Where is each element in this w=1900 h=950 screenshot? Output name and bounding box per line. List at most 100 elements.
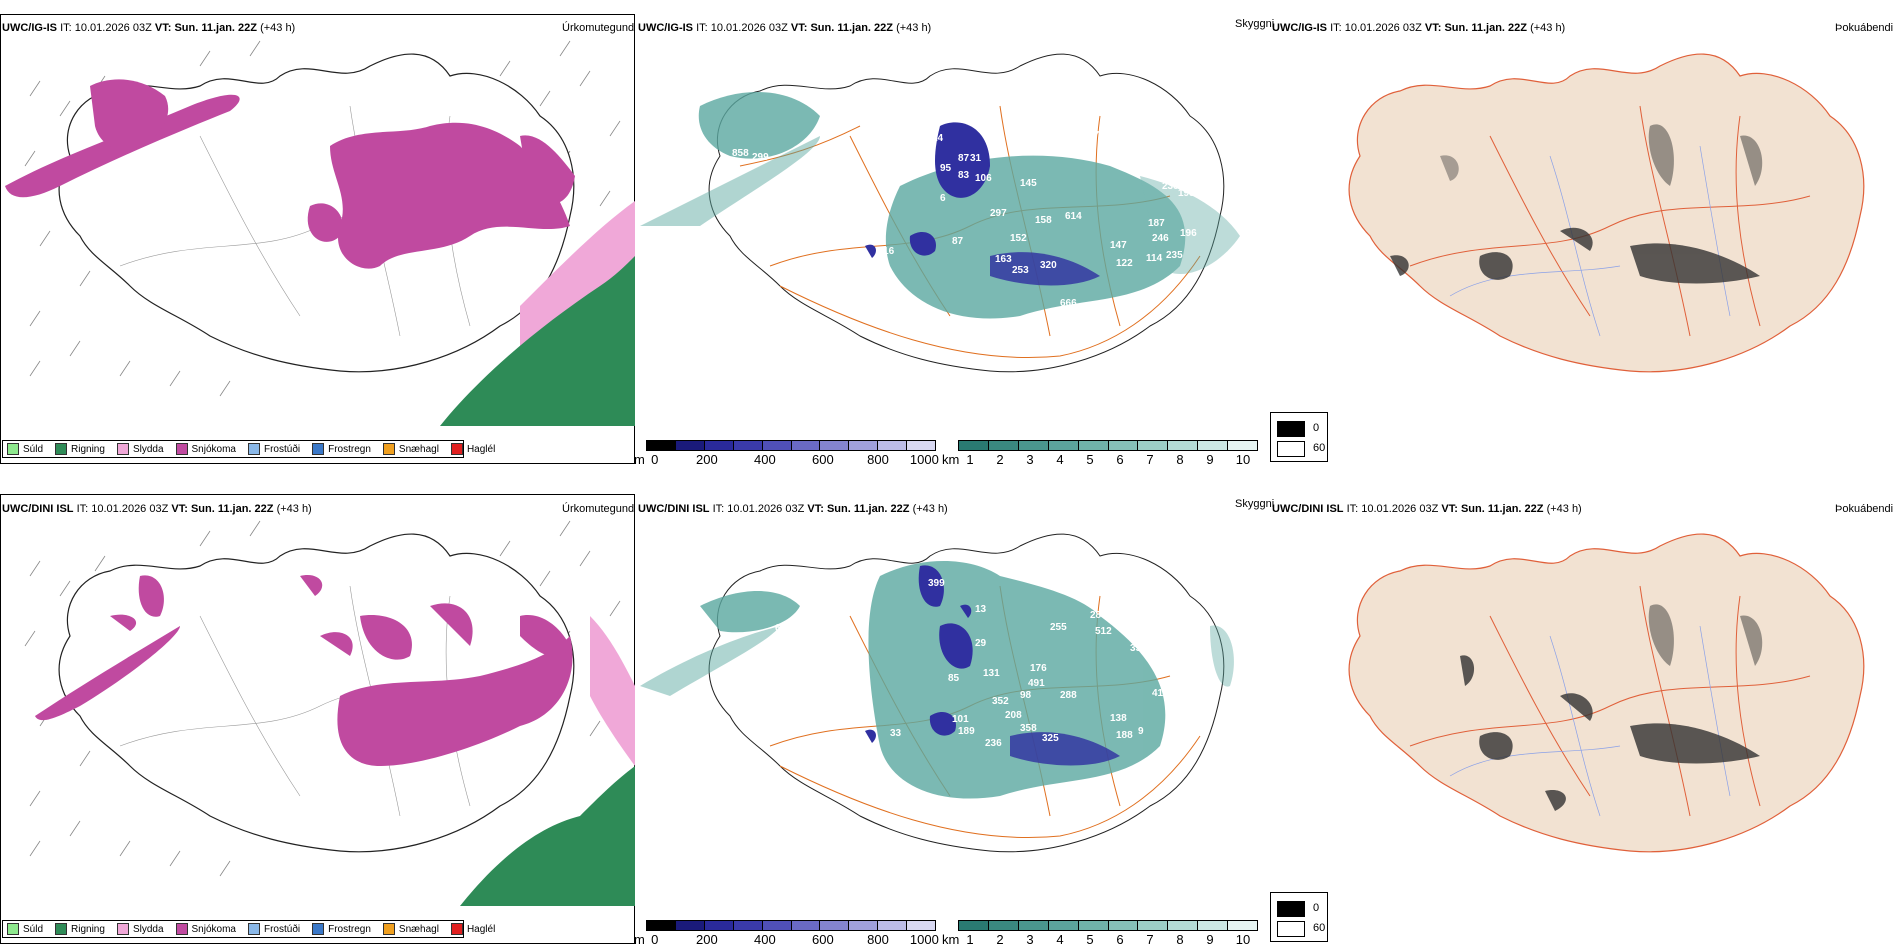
cloud-label: 14	[932, 133, 944, 144]
svg-text:352: 352	[992, 696, 1009, 707]
fog-legend: 0 60	[1270, 412, 1328, 462]
ptype-header: UWC/DINI ISL IT: 10.01.2026 03Z VT: Sun.…	[2, 503, 312, 515]
svg-text:101: 101	[952, 714, 969, 725]
svg-text:512: 512	[1095, 626, 1112, 637]
legend-item-snaehagl: Snæhagl	[382, 443, 439, 455]
cloud-label: 122	[1116, 258, 1133, 269]
svg-text:208: 208	[1005, 710, 1022, 721]
fog-label: 0	[1313, 422, 1320, 434]
cloud-label: 116	[878, 246, 895, 257]
vt-label: VT:	[154, 22, 172, 34]
svg-text:353: 353	[1130, 643, 1147, 654]
svg-text:33: 33	[890, 728, 902, 739]
cloud-label: 253	[1012, 265, 1029, 276]
legend-swatch	[116, 443, 129, 455]
svg-text:413: 413	[1152, 688, 1169, 699]
svg-text:464: 464	[1182, 648, 1199, 659]
legend-item-frostregn: Frostregn	[312, 443, 371, 455]
cloud-label: 158	[1035, 215, 1052, 226]
cloud-label: 238	[1162, 181, 1179, 192]
cloud-label: 4	[1150, 143, 1156, 154]
cloud-label: 20	[1050, 134, 1062, 145]
cloud-label: 325	[1188, 163, 1205, 174]
svg-text:280: 280	[1090, 610, 1107, 621]
fog-header: UWC/IG-IS IT: 10.01.2026 03Z VT: Sun. 11…	[1272, 22, 1566, 34]
cloud-map: 399 600 13 29 85 131 280 255 512 353 176…	[640, 533, 1234, 853]
cloud-title: Skyggni	[1235, 18, 1275, 30]
cloud-label: 858	[732, 148, 749, 159]
cloudbase-colorbar: m 0 200 400 600 800 1000	[634, 440, 939, 467]
visibility-swatches	[958, 440, 1258, 451]
visibility-colorbar: km 1 2 3 4 5 6 7 8 9 10	[942, 920, 1258, 947]
legend-item-snjokoma: Snjókoma	[175, 443, 236, 455]
legend-item-slydda: Slydda	[116, 443, 164, 455]
svg-text:255: 255	[1050, 622, 1067, 633]
cloud-label: 163	[995, 254, 1012, 265]
fog-title: Þokuábendi	[1835, 22, 1894, 34]
cloudbase-tick: 400	[754, 452, 776, 467]
svg-text:358: 358	[1020, 723, 1037, 734]
fog-map	[1348, 53, 1865, 373]
model-name: UWC/IG-IS	[2, 22, 57, 34]
cloud-title: Skyggni	[1235, 498, 1275, 510]
svg-text:29: 29	[975, 638, 987, 649]
cloudbase-areas	[865, 122, 1100, 286]
svg-text:189: 189	[958, 726, 975, 737]
svg-text:131: 131	[983, 668, 1000, 679]
it-value: 10.01.2026 03Z	[74, 22, 152, 34]
legend-swatch	[247, 443, 260, 455]
visibility-unit: km	[942, 452, 960, 467]
cloudbase-colorbar: m 0 200 400 600 800 1000	[634, 920, 939, 947]
cloud-label: 106	[975, 173, 992, 184]
ptype-title: Úrkomutegund	[562, 503, 635, 515]
cloud-label: 97	[1088, 130, 1100, 141]
svg-text:176: 176	[1030, 663, 1047, 674]
svg-text:85: 85	[948, 673, 960, 684]
cloud-label: 152	[1010, 233, 1027, 244]
cloudbase-unit: m	[634, 452, 645, 467]
legend-item-sudd: Súld	[7, 443, 43, 455]
cloud-labels-row2: 399 600 13 29 85 131 280 255 512 353 176…	[775, 578, 1212, 749]
snow-areas	[5, 79, 575, 269]
ptype-map	[24, 520, 635, 906]
cloud-label: 196	[1180, 228, 1197, 239]
svg-text:188: 188	[1116, 730, 1133, 741]
legend-item-frostudi: Frostúði	[247, 443, 300, 455]
fog-dark-areas	[1390, 124, 1763, 284]
svg-text:13: 13	[975, 604, 987, 615]
cloud-label: 299	[752, 152, 769, 163]
svg-text:288: 288	[1060, 690, 1077, 701]
cloud-label: 114	[1146, 253, 1163, 264]
legend-swatch	[312, 443, 325, 455]
legend-swatch	[175, 443, 188, 455]
ptype-legend: Súld Rigning Slydda Snjókoma Frostúði Fr…	[2, 920, 495, 938]
rain-area	[440, 256, 635, 426]
cloudbase-tick: 600	[812, 452, 834, 467]
cloud-label: 83	[958, 170, 970, 181]
cloud-label: 87	[952, 236, 964, 247]
svg-text:138: 138	[1110, 713, 1127, 724]
cloud-map: 858 299 14 95 83 106 6 87 145 297 152 15…	[640, 53, 1240, 373]
cloudbase-tick: 200	[696, 452, 718, 467]
svg-text:325: 325	[1042, 733, 1059, 744]
svg-text:399: 399	[928, 578, 945, 589]
ptype-legend: Súld Rigning Slydda Snjókoma Frostúði Fr…	[2, 440, 495, 458]
cloudbase-tick: 800	[867, 452, 889, 467]
svg-text:98: 98	[1020, 690, 1032, 701]
svg-text:37: 37	[1200, 680, 1212, 691]
svg-text:203: 203	[1188, 663, 1205, 674]
cloud-label: 193	[1178, 188, 1195, 199]
fog-header: UWC/DINI ISL IT: 10.01.2026 03Z VT: Sun.…	[1272, 503, 1582, 515]
cloud-label: 235	[1166, 250, 1183, 261]
svg-text:9: 9	[1138, 726, 1144, 737]
legend-swatch	[382, 443, 395, 455]
cloud-labels-row1: 858 299 14 95 83 106 6 87 145 297 152 15…	[732, 130, 1209, 309]
ptype-map	[5, 40, 635, 426]
legend-swatch	[7, 443, 19, 455]
fog-label: 60	[1313, 442, 1326, 454]
vt-value: Sun. 11.jan. 22Z	[174, 22, 257, 34]
cloud-label: 6	[940, 193, 946, 204]
fog-swatch-dark	[1277, 421, 1305, 437]
svg-text:236: 236	[985, 738, 1002, 749]
cloud-label: 320	[1040, 260, 1057, 271]
